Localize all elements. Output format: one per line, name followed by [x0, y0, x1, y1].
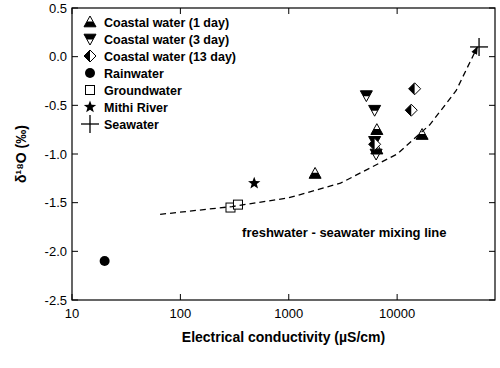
y-tick [72, 300, 78, 301]
y-tick [72, 202, 78, 203]
plot-frame [72, 8, 495, 300]
x-tick-top [288, 8, 289, 14]
point [370, 149, 382, 160]
point [369, 138, 381, 150]
x-tick-label: 1000 [274, 306, 303, 321]
point [416, 129, 428, 140]
x-axis-label: Electrical conductivity (µS/cm) [182, 329, 385, 345]
mixing-line [160, 47, 477, 214]
legend-marker [86, 86, 95, 95]
y-tick-label: -2.5 [45, 293, 67, 308]
point [470, 38, 488, 56]
point [409, 83, 421, 95]
x-tick [397, 294, 398, 300]
y-tick [72, 8, 78, 9]
legend-label: Coastal water (3 day) [104, 33, 229, 47]
y-tick-right [489, 105, 495, 106]
y-tick-label: -1.5 [45, 195, 67, 210]
legend-marker [84, 50, 96, 62]
legend-marker [84, 16, 96, 27]
x-tick-label: 100 [170, 306, 192, 321]
x-tick-label: 10 [65, 306, 79, 321]
point [405, 104, 417, 116]
y-tick [72, 251, 78, 252]
point [360, 91, 372, 102]
legend-label: Seawater [104, 118, 159, 132]
y-axis-label: δ¹⁸O (‰) [13, 125, 29, 183]
y-tick-right [489, 8, 495, 9]
legend-marker [84, 101, 96, 113]
x-tick-top [180, 8, 181, 14]
plot-area [100, 38, 488, 266]
legend-marker [85, 68, 95, 78]
chart: 10 100 1000 10000 -2.5 -2.0 -1.5 -1.0 -0.5 0.0 0.5… [0, 0, 500, 368]
x-tick [288, 294, 289, 300]
legend-marker [84, 34, 96, 45]
x-tick [72, 294, 73, 300]
point [100, 256, 110, 266]
legend: Coastal water (1 day) Coastal water (3 da… [81, 16, 236, 134]
legend-label: Mithi River [104, 101, 168, 115]
y-tick-right [489, 300, 495, 301]
y-tick [72, 56, 78, 57]
y-tick-right [489, 154, 495, 155]
line-label: freshwater - seawater mixing line [242, 225, 446, 240]
y-tick-label: 0.0 [49, 49, 67, 64]
y-tick-label: 0.5 [49, 1, 67, 16]
point [369, 105, 381, 116]
y-tick-right [489, 56, 495, 57]
y-tick-label: -0.5 [45, 98, 67, 113]
y-tick-label: -1.0 [45, 147, 67, 162]
y-tick-label: -2.0 [45, 244, 67, 259]
legend-label: Coastal water (1 day) [104, 16, 229, 30]
point [309, 167, 321, 178]
x-tick-top [397, 8, 398, 14]
y-tick-right [489, 202, 495, 203]
point [248, 177, 260, 189]
legend-label: Rainwater [104, 67, 164, 81]
legend-label: Groundwater [104, 84, 182, 98]
legend-label: Coastal water (13 day) [104, 50, 236, 64]
x-tick-label: 10000 [379, 306, 415, 321]
legend-marker [81, 115, 99, 133]
y-tick [72, 154, 78, 155]
x-tick-top [72, 8, 73, 14]
x-tick [180, 294, 181, 300]
point [371, 124, 383, 135]
y-tick [72, 105, 78, 106]
y-tick-right [489, 251, 495, 252]
